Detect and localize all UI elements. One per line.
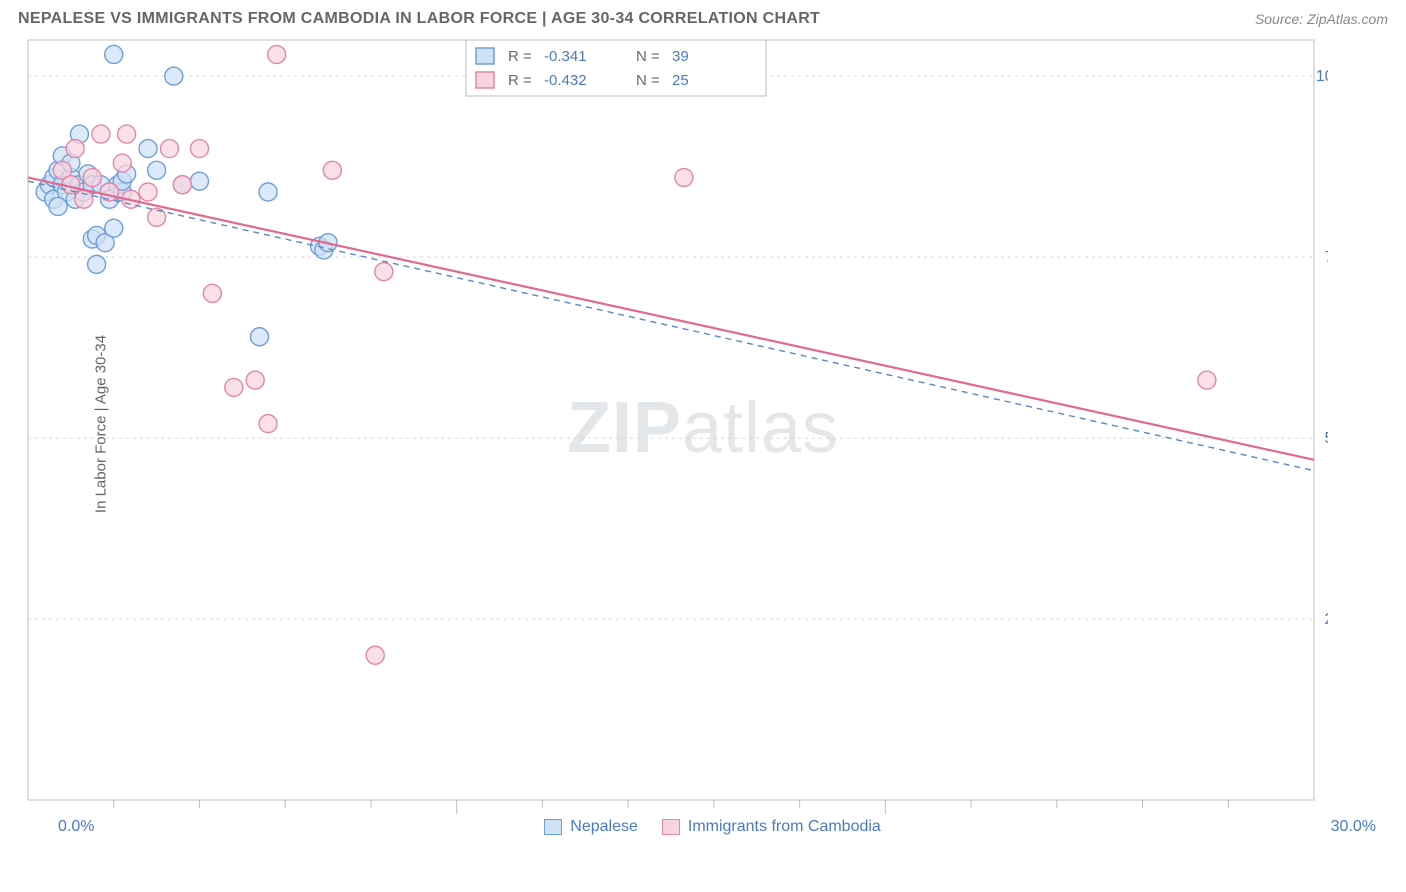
legend-label: Nepalese <box>570 818 638 836</box>
legend-label: Immigrants from Cambodia <box>688 818 881 836</box>
chart-source: Source: ZipAtlas.com <box>1255 11 1388 27</box>
legend-swatch-cambodia <box>662 819 680 835</box>
y-axis-label: In Labor Force | Age 30-34 <box>93 335 110 513</box>
legend-bottom: Nepalese Immigrants from Cambodia <box>544 818 881 836</box>
chart-header: NEPALESE VS IMMIGRANTS FROM CAMBODIA IN … <box>0 0 1406 34</box>
svg-text:39: 39 <box>672 48 689 65</box>
svg-text:N =: N = <box>636 48 660 65</box>
svg-text:-0.341: -0.341 <box>544 48 587 65</box>
chart-area: In Labor Force | Age 30-34 25.0% 50.0% 75.… <box>18 34 1388 814</box>
legend-item-nepalese: Nepalese <box>544 818 638 836</box>
svg-text:R =: R = <box>508 48 532 65</box>
x-axis-min-label: 0.0% <box>58 818 94 836</box>
svg-text:N =: N = <box>636 72 660 89</box>
scatter-chart-svg: 25.0% 50.0% 75.0% 100.0% R = -0.341 N = 39 R = -0… <box>18 34 1328 814</box>
x-axis-max-label: 30.0% <box>1331 818 1376 836</box>
svg-text:25: 25 <box>672 72 689 89</box>
svg-text:75.0%: 75.0% <box>1325 249 1328 266</box>
svg-text:50.0%: 50.0% <box>1325 430 1328 447</box>
legend-item-cambodia: Immigrants from Cambodia <box>662 818 881 836</box>
svg-text:R =: R = <box>508 72 532 89</box>
x-axis-footer: 0.0% Nepalese Immigrants from Cambodia 3… <box>0 814 1406 836</box>
chart-title: NEPALESE VS IMMIGRANTS FROM CAMBODIA IN … <box>18 10 820 28</box>
legend-swatch-nepalese <box>544 819 562 835</box>
svg-text:100.0%: 100.0% <box>1316 68 1328 85</box>
svg-text:25.0%: 25.0% <box>1325 611 1328 628</box>
svg-text:-0.432: -0.432 <box>544 72 587 89</box>
